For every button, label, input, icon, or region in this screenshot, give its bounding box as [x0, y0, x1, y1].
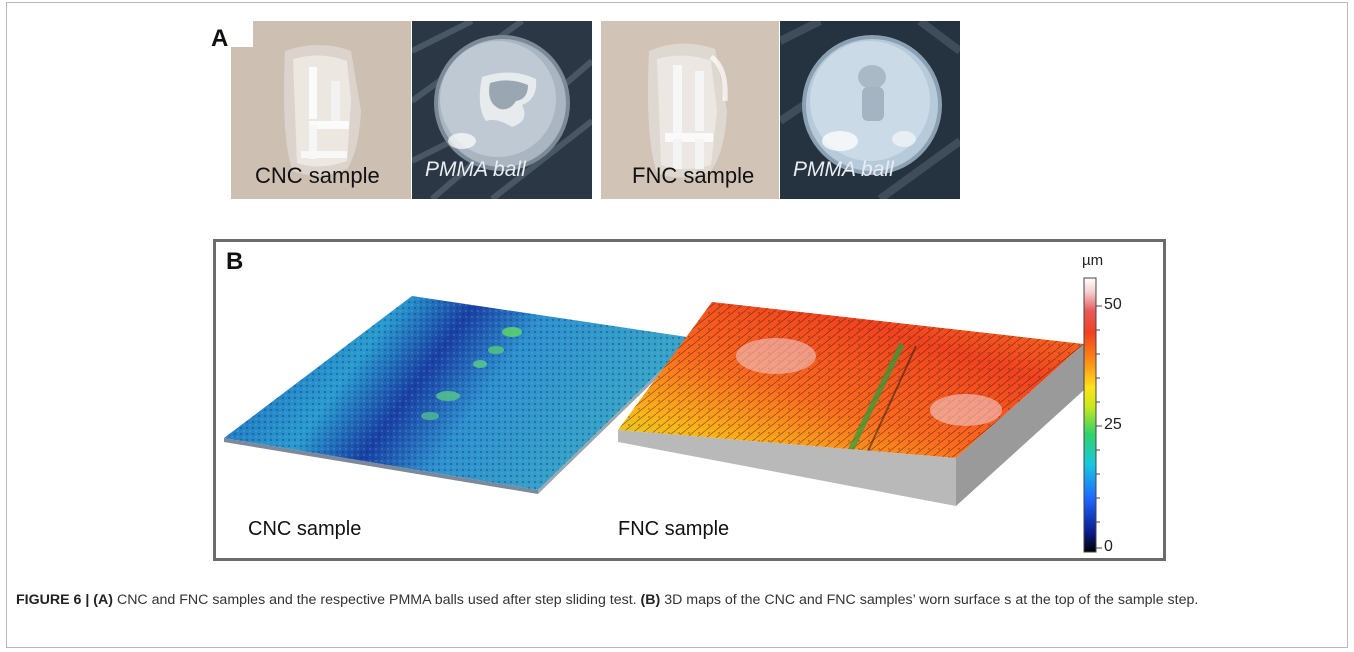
- pmma-ball-label-2: PMMA ball: [793, 158, 894, 181]
- pmma-ball-photo-2: [780, 21, 960, 199]
- panel-a-letter: A: [211, 25, 229, 52]
- fnc-sample-label: FNC sample: [632, 163, 755, 188]
- caption-b-tag: (B): [640, 592, 661, 608]
- colorbar-unit: µm: [1082, 252, 1104, 269]
- colorbar-tick-0: 0: [1104, 538, 1113, 555]
- figure-label: FIGURE 6 |: [16, 592, 94, 608]
- colorbar-tick-25: 25: [1104, 416, 1122, 433]
- fnc-surface-map: [618, 302, 1084, 506]
- colorbar-tick-50: 50: [1104, 296, 1122, 313]
- figure-caption: FIGURE 6 | (A) CNC and FNC samples and t…: [16, 590, 1336, 611]
- pmma-ball-photo-1: [412, 21, 592, 199]
- fnc-sample-photo: [601, 21, 779, 199]
- caption-a-tag: (A): [93, 592, 113, 608]
- cnc-surface-map: [224, 296, 694, 494]
- cnc-sample-photo: [231, 21, 411, 199]
- cnc-sample-label: CNC sample: [255, 163, 380, 188]
- fnc-surface-label: FNC sample: [618, 518, 730, 540]
- colorbar: [1083, 277, 1102, 553]
- caption-a-text: CNC and FNC samples and the respective P…: [113, 592, 641, 608]
- caption-b-text: 3D maps of the CNC and FNC samples’ worn…: [660, 592, 1199, 608]
- pmma-ball-label-1: PMMA ball: [425, 158, 526, 181]
- figure-frame: A CNC sample PMMA ball: [6, 2, 1348, 648]
- panel-b-letter: B: [226, 248, 244, 275]
- panel-b: B: [213, 239, 1166, 561]
- cnc-surface-label: CNC sample: [248, 518, 362, 540]
